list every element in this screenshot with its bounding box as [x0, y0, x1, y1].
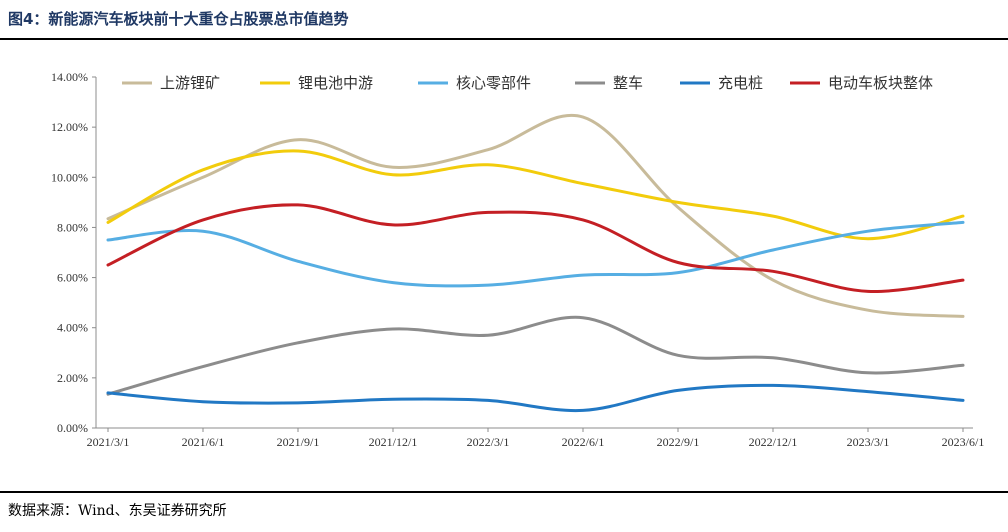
y-axis-ticks: 0.00% 2.00% 4.00% 6.00% 8.00% 10.00% 12.00% 14.… [51, 70, 96, 435]
top-rule [0, 38, 1008, 40]
series-line-5 [106, 383, 965, 413]
y-tick-label: 0.00% [57, 421, 88, 435]
series-lines [106, 114, 965, 413]
legend-label-3: 核心零部件 [456, 74, 531, 92]
bottom-rule [0, 491, 1008, 493]
legend: 上游锂矿 锂电池中游 核心零部件 整车 充电桩 电动车板块整体 [122, 74, 933, 92]
x-axis-ticks: 2021/3/1 2021/6/1 2021/9/1 2021/12/1 2022/3/… [87, 428, 985, 449]
axes [95, 77, 973, 429]
line-chart: 0.00% 2.00% 4.00% 6.00% 8.00% 10.00% 12.00% 14.… [51, 70, 985, 449]
y-tick-label: 8.00% [57, 220, 88, 234]
y-tick-label: 2.00% [57, 371, 88, 385]
x-tick-label: 2022/6/1 [562, 435, 605, 449]
series-line-3 [106, 220, 965, 288]
x-tick-label: 2022/12/1 [749, 435, 798, 449]
legend-label-4: 整车 [613, 74, 643, 92]
x-tick-label: 2021/9/1 [277, 435, 320, 449]
y-tick-label: 4.00% [57, 321, 88, 335]
x-tick-label: 2021/6/1 [182, 435, 225, 449]
x-tick-label: 2022/3/1 [467, 435, 510, 449]
x-tick-label: 2023/6/1 [942, 435, 985, 449]
legend-label-1: 上游锂矿 [160, 74, 220, 92]
source-note: 数据来源：Wind、东吴证券研究所 [8, 503, 227, 519]
x-tick-label: 2022/9/1 [657, 435, 700, 449]
legend-label-2: 锂电池中游 [298, 74, 373, 92]
series-line-6 [106, 203, 965, 293]
y-tick-label: 12.00% [51, 120, 88, 134]
y-tick-label: 10.00% [51, 170, 88, 184]
legend-label-5: 充电桩 [718, 74, 763, 92]
x-tick-label: 2021/12/1 [369, 435, 418, 449]
series-line-4 [106, 315, 965, 396]
figure-title: 图4：新能源汽车板块前十大重仓占股票总市值趋势 [8, 10, 349, 28]
series-line-2 [106, 149, 965, 241]
legend-label-6: 电动车板块整体 [828, 74, 933, 92]
y-tick-label: 14.00% [51, 70, 88, 84]
x-tick-label: 2023/3/1 [847, 435, 890, 449]
x-tick-label: 2021/3/1 [87, 435, 130, 449]
y-tick-label: 6.00% [57, 271, 88, 285]
